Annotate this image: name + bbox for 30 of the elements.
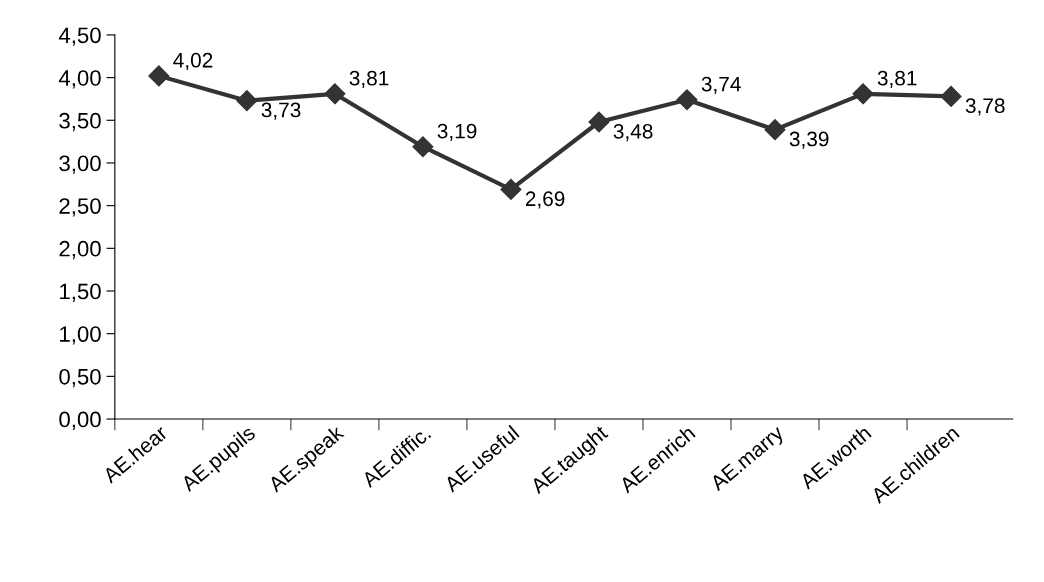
point (236, 90, 258, 112)
data-label: 3,78 (965, 98, 1005, 116)
point (148, 65, 170, 87)
data-label: 3,81 (877, 70, 917, 88)
y-tick-label: 1,50 (60, 283, 101, 302)
y-tick-label: 3,00 (59, 155, 101, 174)
data-label: 3,19 (437, 123, 477, 141)
data-label: 3,73 (261, 102, 301, 120)
y-tick-label: 2,50 (59, 198, 101, 217)
point (412, 136, 434, 158)
y-tick-label: 4,50 (58, 27, 101, 46)
point (764, 119, 786, 141)
point (852, 83, 874, 105)
point (324, 83, 346, 105)
y-tick-label: 0,50 (59, 368, 101, 388)
point (676, 89, 698, 111)
data-label: 3,39 (789, 131, 829, 149)
y-tick-label: 2,00 (59, 240, 101, 260)
y-tick-label: 3,50 (59, 112, 101, 132)
y-tick-label: 4,00 (58, 70, 101, 89)
y-tick-label: 0,00 (59, 411, 101, 430)
data-label: 3,74 (701, 76, 741, 94)
point (940, 85, 962, 107)
point (588, 111, 610, 133)
point (500, 178, 522, 200)
y-tick-label: 1,00 (60, 326, 101, 345)
data-label: 3,48 (613, 123, 653, 142)
data-label: 3,81 (349, 70, 389, 88)
data-label: 2,69 (525, 191, 565, 209)
data-label: 4,02 (173, 52, 213, 71)
